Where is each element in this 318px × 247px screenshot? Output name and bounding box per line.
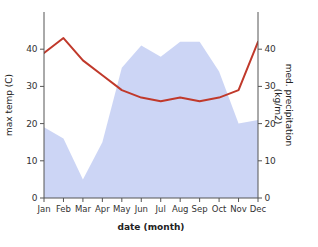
x-tick-label: Jun bbox=[134, 204, 148, 214]
x-tick-label: Apr bbox=[95, 204, 110, 214]
y2-axis-title-line: (kg/m2) bbox=[273, 86, 283, 124]
x-tick bbox=[180, 198, 181, 202]
x-tick bbox=[141, 198, 142, 202]
axes: JanFebMarAprMayJunJulAugSepOctNovDec0102… bbox=[26, 12, 276, 214]
y-tick-label: 0 bbox=[32, 193, 38, 203]
x-tick bbox=[219, 198, 220, 202]
y-tick bbox=[40, 86, 44, 87]
x-tick-label: May bbox=[113, 204, 131, 214]
y-tick bbox=[40, 49, 44, 50]
y-axis-line bbox=[44, 12, 45, 198]
y-tick-label: 10 bbox=[26, 156, 38, 166]
y-tick-label: 30 bbox=[26, 81, 38, 91]
x-axis-title: date (month) bbox=[118, 222, 185, 232]
x-tick bbox=[199, 198, 200, 202]
x-tick bbox=[160, 198, 161, 202]
y-tick-label: 20 bbox=[26, 119, 38, 129]
x-tick-label: Aug bbox=[172, 204, 189, 214]
y-axis-title: max temp (C) bbox=[4, 74, 14, 136]
y-tick-label: 40 bbox=[26, 44, 38, 54]
y-tick bbox=[40, 198, 44, 199]
x-tick-label: Nov bbox=[230, 204, 247, 214]
x-tick bbox=[238, 198, 239, 202]
marks bbox=[44, 38, 258, 198]
y2-tick-label: 10 bbox=[264, 156, 276, 166]
x-tick-label: Jul bbox=[155, 204, 166, 214]
y2-axis-title: med. precipitation (kg/m2) bbox=[273, 64, 294, 146]
x-tick-label: Oct bbox=[212, 204, 227, 214]
x-tick-label: Feb bbox=[56, 204, 71, 214]
x-tick-label: Dec bbox=[250, 204, 267, 214]
y2-tick bbox=[258, 160, 262, 161]
precipitation-area bbox=[44, 42, 258, 198]
x-axis-line bbox=[44, 198, 258, 199]
y2-axis-title-line: med. precipitation bbox=[284, 64, 294, 146]
y2-tick bbox=[258, 198, 262, 199]
y2-tick bbox=[258, 86, 262, 87]
y2-tick-label: 0 bbox=[264, 193, 270, 203]
x-tick-label: Sep bbox=[192, 204, 208, 214]
x-tick bbox=[63, 198, 64, 202]
y2-tick-label: 40 bbox=[264, 44, 276, 54]
x-tick bbox=[121, 198, 122, 202]
y-tick bbox=[40, 160, 44, 161]
x-tick bbox=[82, 198, 83, 202]
x-tick bbox=[258, 198, 259, 202]
y2-tick bbox=[258, 49, 262, 50]
x-tick bbox=[44, 198, 45, 202]
y2-tick bbox=[258, 123, 262, 124]
x-tick-label: Mar bbox=[75, 204, 92, 214]
y2-axis-line bbox=[258, 12, 259, 198]
y-tick bbox=[40, 123, 44, 124]
temperature-line bbox=[44, 38, 258, 101]
x-tick bbox=[102, 198, 103, 202]
chart-container: JanFebMarAprMayJunJulAugSepOctNovDec0102… bbox=[0, 0, 318, 247]
x-tick-label: Jan bbox=[36, 204, 50, 214]
chart-svg: JanFebMarAprMayJunJulAugSepOctNovDec0102… bbox=[0, 0, 318, 247]
